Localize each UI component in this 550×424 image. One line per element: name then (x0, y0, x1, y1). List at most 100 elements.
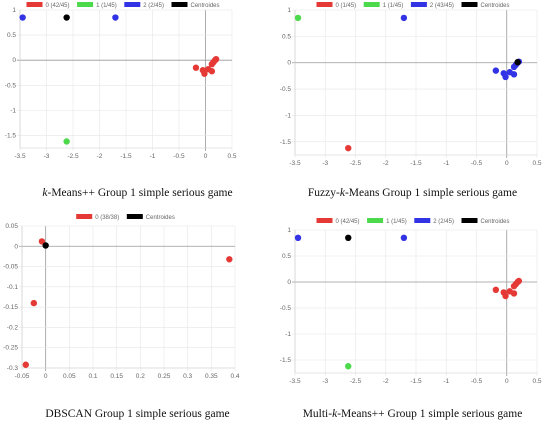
data-point (63, 138, 70, 145)
legend: 0 (42/45) 1 (1/45) 2 (2/45) Centroides (26, 2, 220, 9)
caption-multi-kmeans: Multi-k-Means++ Group 1 simple serious g… (302, 408, 523, 420)
x-tick-label: -3.5 (289, 160, 301, 167)
x-tick-label: -2.5 (350, 378, 362, 385)
data-point (19, 14, 26, 21)
legend-label: Centroides (481, 3, 510, 9)
x-tick-label: 0.25 (158, 373, 171, 380)
legend-swatch (410, 2, 427, 7)
x-tick-label: 0 (204, 153, 208, 160)
x-tick-label: -2.5 (350, 160, 362, 167)
legend: 0 (42/45) 1 (1/45) 2 (2/45) Centroides (316, 218, 510, 225)
x-tick-label: 0.05 (63, 373, 76, 380)
x-tick-label: -3.5 (14, 153, 26, 160)
y-tick-label: -1.5 (280, 357, 292, 364)
legend-swatch (26, 2, 43, 7)
data-point (208, 68, 216, 75)
legend-swatch (414, 218, 431, 223)
data-point (510, 71, 518, 78)
data-point (400, 234, 408, 241)
legend-label: 0 (38/38) (95, 215, 119, 221)
legend-swatch (316, 218, 333, 223)
legend-label: 1 (1/45) (386, 219, 407, 225)
legend: 0 (1/45) 1 (1/45) 2 (43/45) Centroides (316, 2, 510, 9)
y-tick-label: 1 (287, 227, 291, 234)
y-tick-label: 0 (14, 243, 18, 250)
y-tick-label: 0 (287, 279, 291, 286)
data-point (22, 361, 29, 368)
y-tick-label: -0.1 (7, 284, 19, 291)
data-point (502, 292, 509, 300)
y-tick-label: -1 (285, 331, 291, 338)
x-tick-label: -0.05 (15, 373, 30, 380)
data-point (510, 63, 518, 71)
data-point (208, 60, 216, 68)
legend-swatch (316, 2, 333, 7)
data-point (510, 290, 518, 297)
data-point (63, 14, 70, 21)
x-tick-label: -1.5 (120, 153, 132, 160)
x-tick-label: -1 (443, 378, 449, 385)
multi-kmeans-scatter-chart: 0 (42/45) 1 (1/45) 2 (2/45) Centroides -3.5 -… (280, 218, 542, 385)
caption-dbscan: DBSCAN Group 1 simple serious game (45, 408, 230, 420)
x-tick-label: 0.15 (110, 373, 123, 380)
y-tick-label: -0.2 (7, 324, 19, 331)
legend-swatch (367, 218, 384, 223)
data-point (294, 14, 302, 22)
data-point (192, 64, 200, 71)
y-tick-label: 0.05 (5, 223, 18, 230)
legend-swatch (77, 2, 94, 7)
legend-label: Centroides (146, 215, 175, 221)
data-point (30, 299, 38, 307)
x-tick-label: -2.5 (67, 153, 79, 160)
data-point (514, 59, 521, 66)
x-tick-label: 0.1 (88, 373, 97, 380)
x-tick-label: -3.5 (289, 378, 301, 385)
legend: 0 (38/38) Centroides (76, 214, 175, 221)
x-tick-label: -1 (150, 153, 156, 160)
x-tick-label: -3 (322, 378, 328, 385)
x-tick-label: 0.5 (227, 153, 236, 160)
data-point (510, 282, 518, 290)
y-tick-label: -0.5 (280, 305, 292, 312)
x-tick-label: 0.2 (136, 373, 145, 380)
x-tick-label: -1.5 (410, 160, 422, 167)
y-tick-label: -0.5 (280, 86, 292, 93)
y-tick-label: 0.5 (282, 253, 291, 260)
grid (19, 225, 236, 371)
legend-swatch (461, 218, 478, 223)
legend-label: 1 (1/45) (383, 3, 404, 9)
y-tick-label: -1 (285, 112, 291, 119)
data-point (112, 14, 119, 21)
y-tick-label: 0.5 (282, 33, 291, 40)
y-tick-label: -0.05 (3, 264, 18, 271)
legend-label: Centroides (191, 3, 220, 9)
data-point (226, 256, 233, 263)
grid (292, 229, 538, 376)
legend-label: 0 (42/45) (46, 3, 70, 9)
y-tick-label: -0.5 (5, 82, 17, 89)
x-tick-label: -1 (443, 160, 449, 167)
legend-swatch (171, 2, 188, 7)
x-tick-label: 0.3 (183, 373, 192, 380)
y-tick-label: -1.5 (280, 139, 292, 146)
caption-kmeans: k-Means++ Group 1 simple serious game (42, 187, 233, 199)
legend-label: Centroides (481, 219, 510, 225)
y-tick-label: 0 (287, 60, 291, 67)
x-tick-label: -0.5 (471, 378, 483, 385)
legend-swatch (76, 214, 93, 219)
legend-swatch (124, 2, 141, 7)
y-tick-label: -1 (10, 107, 16, 114)
data-point (38, 238, 46, 245)
x-tick-label: -1.5 (410, 378, 422, 385)
x-tick-label: 0 (505, 160, 509, 167)
data-point (492, 286, 500, 293)
x-tick-label: 0.5 (532, 378, 541, 385)
legend-label: 0 (1/45) (336, 3, 357, 9)
legend-label: 2 (2/45) (143, 3, 164, 9)
grid (292, 9, 538, 158)
x-tick-label: -3 (322, 160, 328, 167)
kmeans-scatter-chart: 0 (42/45) 1 (1/45) 2 (2/45) Centroides -3.5 -… (5, 2, 237, 160)
fuzzy-kmeans-scatter-chart: 0 (1/45) 1 (1/45) 2 (43/45) Centroides -3.5 -… (280, 2, 542, 167)
y-tick-label: 1 (287, 7, 291, 14)
legend-label: 0 (42/45) (336, 219, 360, 225)
